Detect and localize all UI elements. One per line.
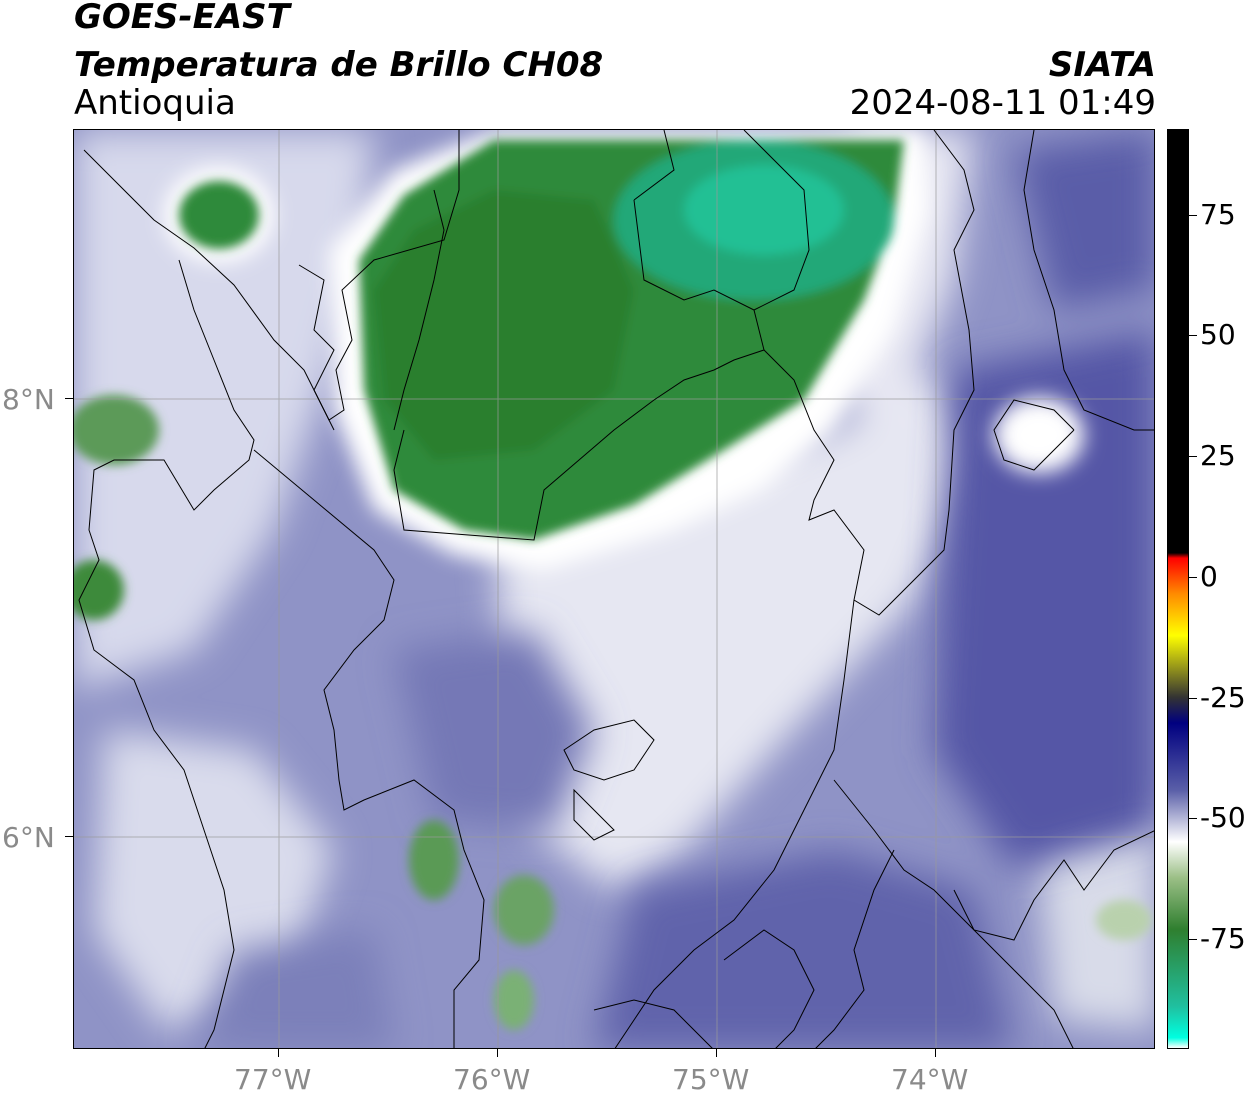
colorbar-tick bbox=[1189, 335, 1197, 336]
lon-tick bbox=[278, 1049, 279, 1057]
colorbar-label-neg75: -75 bbox=[1200, 922, 1246, 955]
map-svg bbox=[74, 130, 1154, 1048]
colorbar-label-neg50: -50 bbox=[1200, 801, 1246, 834]
lon-label-75w: 75°W bbox=[672, 1063, 750, 1096]
colorbar-tick bbox=[1189, 456, 1197, 457]
lat-tick bbox=[65, 398, 73, 399]
lat-tick bbox=[65, 836, 73, 837]
lat-label-8n: 8°N bbox=[2, 383, 55, 416]
colorbar-tick bbox=[1189, 939, 1197, 940]
colorbar-label-50: 50 bbox=[1200, 318, 1236, 351]
lon-label-74w: 74°W bbox=[891, 1063, 969, 1096]
graticule bbox=[74, 130, 1154, 1048]
brightness-temperature-map bbox=[73, 129, 1155, 1049]
lat-label-6n: 6°N bbox=[2, 821, 55, 854]
lon-label-76w: 76°W bbox=[453, 1063, 531, 1096]
lon-label-77w: 77°W bbox=[234, 1063, 312, 1096]
convective-cell bbox=[179, 140, 904, 540]
colorbar-label-25: 25 bbox=[1200, 439, 1236, 472]
agency-label: SIATA bbox=[1048, 45, 1156, 85]
colorbar-tick bbox=[1189, 577, 1197, 578]
region-subtitle: Antioquia bbox=[74, 83, 236, 123]
antioquia-west-border bbox=[393, 189, 445, 431]
product-title: Temperatura de Brillo CH08 bbox=[74, 45, 604, 85]
colorbar-label-75: 75 bbox=[1200, 198, 1236, 231]
warm-blue-layer bbox=[194, 130, 1154, 1048]
colorbar-label-0: 0 bbox=[1200, 560, 1218, 593]
lon-tick bbox=[716, 1049, 717, 1057]
temperature-colorbar bbox=[1167, 129, 1189, 1049]
lon-tick bbox=[497, 1049, 498, 1057]
colorbar-tick bbox=[1189, 818, 1197, 819]
boundaries bbox=[78, 130, 1154, 1048]
scattered-cold-patches bbox=[74, 395, 1152, 1030]
datetime-label: 2024-08-11 01:49 bbox=[849, 83, 1156, 123]
coastline-north bbox=[83, 149, 335, 431]
colorbar-tick bbox=[1189, 215, 1197, 216]
satellite-title: GOES-EAST bbox=[74, 0, 290, 37]
lon-tick bbox=[935, 1049, 936, 1057]
colorbar-tick bbox=[1189, 698, 1197, 699]
colorbar-label-neg25: -25 bbox=[1200, 681, 1246, 714]
